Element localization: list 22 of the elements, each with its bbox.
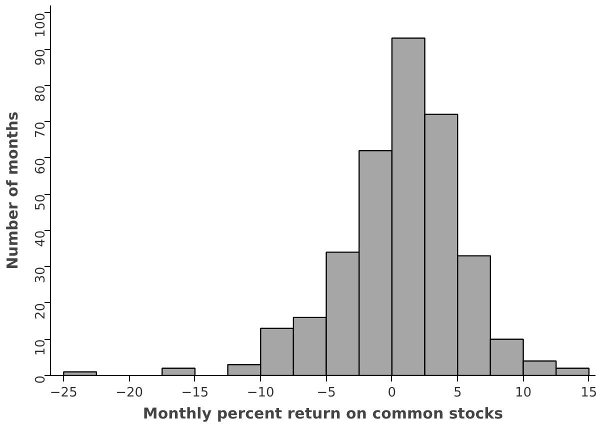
x-tick-label: −5: [316, 386, 336, 400]
y-tick-label: 90: [34, 49, 48, 66]
x-tick-label: −20: [116, 386, 144, 400]
x-tick-label: 5: [453, 386, 462, 400]
y-tick-label: 100: [34, 12, 48, 38]
y-axis-title: Number of months: [4, 112, 22, 270]
x-tick-label: −15: [181, 386, 209, 400]
y-tick-label: 70: [34, 122, 48, 138]
x-tick-label: 10: [515, 386, 532, 400]
x-tick-label: 0: [388, 386, 396, 400]
y-tick-label: 40: [34, 230, 48, 247]
x-tick-label: −25: [50, 386, 78, 400]
y-tick-label: 10: [34, 339, 48, 356]
x-axis-title: Monthly percent return on common stocks: [142, 404, 504, 422]
y-tick-label: 20: [34, 302, 48, 320]
y-tick-label: 50: [34, 194, 48, 211]
y-tick-label: 60: [34, 158, 48, 174]
y-tick-label: 80: [34, 85, 48, 102]
x-tick-label: 15: [580, 386, 598, 400]
y-tick-label: 0: [34, 375, 48, 384]
y-tick-label: 30: [34, 266, 48, 284]
x-tick-label: −10: [246, 386, 274, 400]
